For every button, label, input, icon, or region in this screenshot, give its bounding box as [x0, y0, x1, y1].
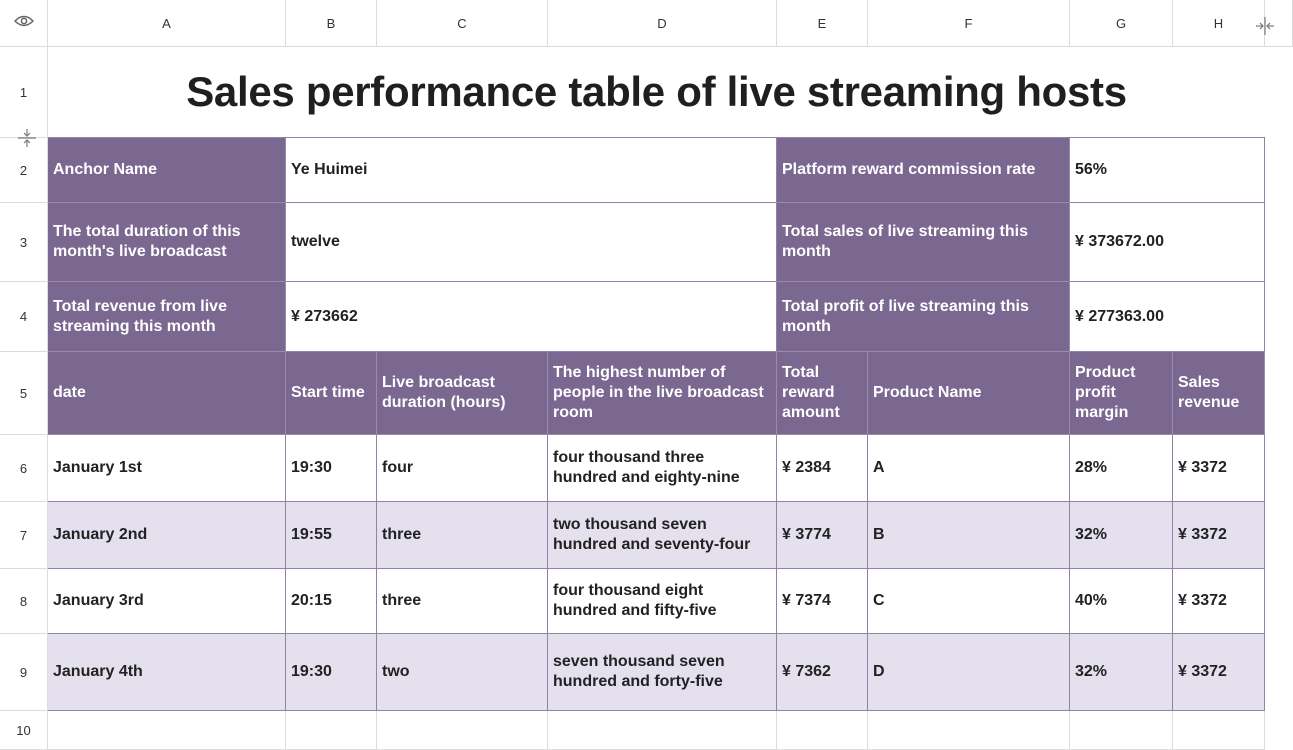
duration-label[interactable]: The total duration of this month's live … [48, 203, 286, 282]
empty-cell[interactable] [48, 711, 286, 750]
table-cell[interactable]: two [377, 634, 548, 711]
eye-icon[interactable] [13, 14, 34, 33]
row-header-10[interactable]: 10 [0, 711, 48, 750]
anchor-name-label[interactable]: Anchor Name [48, 138, 286, 203]
column-header-f[interactable]: F [868, 0, 1070, 47]
column-header-c[interactable]: C [377, 0, 548, 47]
table-cell[interactable]: ¥ 3372 [1173, 502, 1265, 569]
row-header-3[interactable]: 3 [0, 203, 48, 282]
table-header-cell[interactable]: Sales revenue [1173, 352, 1265, 435]
commission-value[interactable]: 56% [1070, 138, 1265, 203]
freeze-row-icon[interactable] [17, 127, 37, 154]
table-cell[interactable]: January 4th [48, 634, 286, 711]
row-header-6[interactable]: 6 [0, 435, 48, 502]
table-cell[interactable]: four thousand three hundred and eighty-n… [548, 435, 777, 502]
table-header-cell[interactable]: Live broadcast duration (hours) [377, 352, 548, 435]
column-header-h[interactable]: H [1173, 0, 1265, 47]
table-cell[interactable]: 40% [1070, 569, 1173, 634]
row-header-8[interactable]: 8 [0, 569, 48, 634]
table-cell[interactable]: two thousand seven hundred and seventy-f… [548, 502, 777, 569]
table-header-cell[interactable]: date [48, 352, 286, 435]
commission-label[interactable]: Platform reward commission rate [777, 138, 1070, 203]
row-header-7[interactable]: 7 [0, 502, 48, 569]
empty-cell[interactable] [1173, 711, 1265, 750]
table-cell[interactable]: four thousand eight hundred and fifty-fi… [548, 569, 777, 634]
table-cell[interactable]: three [377, 502, 548, 569]
table-cell[interactable]: 19:55 [286, 502, 377, 569]
column-header-e[interactable]: E [777, 0, 868, 47]
table-cell[interactable]: ¥ 3372 [1173, 634, 1265, 711]
total-sales-label[interactable]: Total sales of live streaming this month [777, 203, 1070, 282]
freeze-column-icon[interactable] [1254, 16, 1276, 41]
table-cell[interactable]: ¥ 7374 [777, 569, 868, 634]
table-cell[interactable]: January 3rd [48, 569, 286, 634]
table-header-cell[interactable]: Total reward amount [777, 352, 868, 435]
anchor-name-value[interactable]: Ye Huimei [286, 138, 777, 203]
select-all-corner[interactable] [0, 0, 48, 47]
table-cell[interactable]: four [377, 435, 548, 502]
row-header-1[interactable]: 1 [0, 47, 48, 138]
table-cell[interactable]: 28% [1070, 435, 1173, 502]
empty-cell[interactable] [868, 711, 1070, 750]
total-revenue-value[interactable]: ¥ 273662 [286, 282, 777, 352]
total-profit-label[interactable]: Total profit of live streaming this mont… [777, 282, 1070, 352]
table-cell[interactable]: 20:15 [286, 569, 377, 634]
table-cell[interactable]: January 1st [48, 435, 286, 502]
empty-cell[interactable] [1070, 711, 1173, 750]
table-cell[interactable]: ¥ 3372 [1173, 435, 1265, 502]
table-cell[interactable]: 32% [1070, 502, 1173, 569]
row-header-5[interactable]: 5 [0, 352, 48, 435]
table-cell[interactable]: seven thousand seven hundred and forty-f… [548, 634, 777, 711]
total-sales-value[interactable]: ¥ 373672.00 [1070, 203, 1265, 282]
column-header-b[interactable]: B [286, 0, 377, 47]
column-header-g[interactable]: G [1070, 0, 1173, 47]
table-cell[interactable]: January 2nd [48, 502, 286, 569]
table-cell[interactable]: ¥ 7362 [777, 634, 868, 711]
table-header-cell[interactable]: The highest number of people in the live… [548, 352, 777, 435]
empty-cell[interactable] [377, 711, 548, 750]
empty-cell[interactable] [777, 711, 868, 750]
empty-cell[interactable] [286, 711, 377, 750]
duration-value[interactable]: twelve [286, 203, 777, 282]
total-revenue-label[interactable]: Total revenue from live streaming this m… [48, 282, 286, 352]
table-cell[interactable]: ¥ 2384 [777, 435, 868, 502]
table-header-cell[interactable]: Product profit margin [1070, 352, 1173, 435]
column-header-d[interactable]: D [548, 0, 777, 47]
empty-cell[interactable] [548, 711, 777, 750]
table-cell[interactable]: 19:30 [286, 435, 377, 502]
row-header-9[interactable]: 9 [0, 634, 48, 711]
table-header-cell[interactable]: Start time [286, 352, 377, 435]
table-cell[interactable]: B [868, 502, 1070, 569]
table-cell[interactable]: three [377, 569, 548, 634]
page-title[interactable]: Sales performance table of live streamin… [48, 47, 1265, 138]
column-header-a[interactable]: A [48, 0, 286, 47]
table-cell[interactable]: D [868, 634, 1070, 711]
table-cell[interactable]: ¥ 3774 [777, 502, 868, 569]
total-profit-value[interactable]: ¥ 277363.00 [1070, 282, 1265, 352]
row-header-2[interactable]: 2 [0, 138, 48, 203]
table-cell[interactable]: C [868, 569, 1070, 634]
table-cell[interactable]: A [868, 435, 1070, 502]
row-header-4[interactable]: 4 [0, 282, 48, 352]
table-header-cell[interactable]: Product Name [868, 352, 1070, 435]
table-cell[interactable]: 19:30 [286, 634, 377, 711]
table-cell[interactable]: ¥ 3372 [1173, 569, 1265, 634]
table-cell[interactable]: 32% [1070, 634, 1173, 711]
